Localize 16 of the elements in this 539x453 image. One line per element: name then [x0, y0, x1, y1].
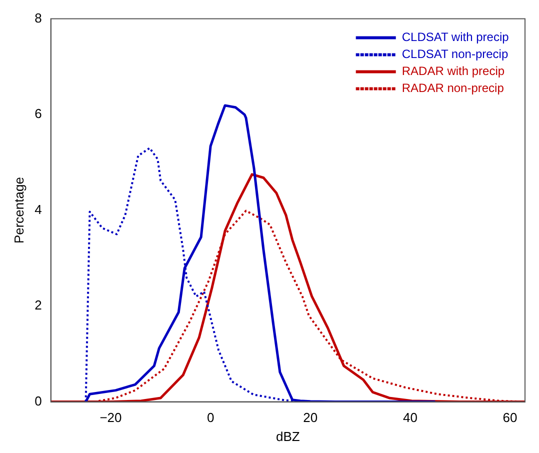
y-tick-label: 6	[34, 106, 42, 122]
x-tick-label: 40	[402, 410, 418, 426]
y-axis-title: Percentage	[11, 177, 26, 244]
x-tick-label: 60	[502, 410, 518, 426]
legend-label: RADAR with precip	[402, 64, 505, 78]
x-tick-label: 20	[303, 410, 318, 426]
x-tick-label: −20	[100, 410, 122, 426]
x-axis-title: dBZ	[276, 428, 300, 444]
legend-label: RADAR non-precip	[402, 81, 504, 96]
y-tick-label: 2	[34, 298, 42, 313]
y-tick-label: 4	[34, 202, 42, 217]
legend-label: CLDSAT with precip	[402, 30, 510, 44]
y-tick-label: 8	[34, 10, 42, 26]
legend-label: CLDSAT non-precip	[402, 47, 508, 62]
x-tick-label: 0	[206, 410, 214, 426]
y-tick-label: 0	[34, 393, 42, 408]
